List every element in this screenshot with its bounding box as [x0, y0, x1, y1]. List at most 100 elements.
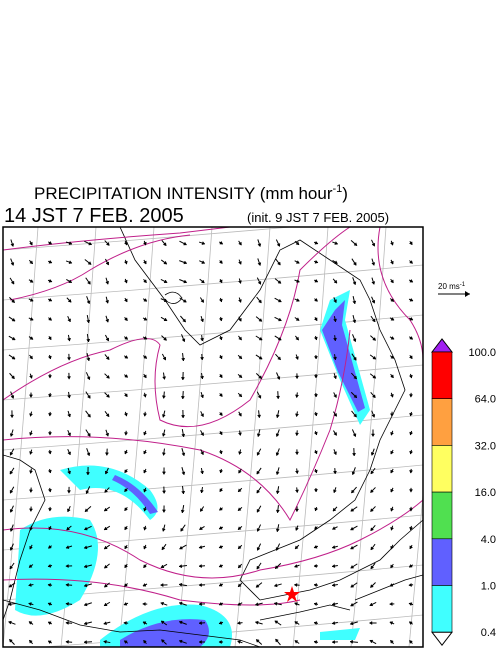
wind-scale: 20 ms-1	[438, 282, 470, 297]
wind-arrow-head	[372, 300, 375, 303]
wind-arrow-head	[296, 528, 299, 531]
wind-arrow-head	[314, 622, 317, 625]
wind-arrow-head	[390, 261, 393, 264]
wind-arrow-head	[68, 338, 71, 341]
wind-arrow-head	[332, 603, 335, 606]
wind-arrow-head	[410, 298, 413, 301]
wind-arrow-head	[294, 565, 297, 568]
wind-arrow-head	[258, 263, 261, 266]
wind-arrow-head	[87, 453, 90, 456]
wind-arrow-head	[371, 434, 374, 437]
wind-arrow-head	[315, 508, 318, 511]
wind-arrow-head	[332, 640, 335, 643]
wind-arrow-head	[29, 395, 32, 398]
wind-arrow-head	[372, 414, 375, 417]
wind-arrow-head	[199, 546, 202, 549]
wind-arrow-head	[276, 415, 279, 418]
wind-arrow-head	[201, 414, 204, 417]
wind-arrow-head	[162, 472, 165, 475]
wind-arrow-head	[295, 433, 298, 436]
wind-arrow-head	[335, 242, 338, 245]
colorbar-over	[432, 339, 452, 352]
wind-arrow-head	[314, 545, 317, 548]
wind-arrow-head	[181, 396, 184, 399]
wind-arrow-head	[29, 509, 32, 512]
time-label: 14 JST 7 FEB. 2005	[4, 205, 184, 227]
wind-arrow-head	[276, 547, 279, 550]
wind-arrow-head	[124, 280, 127, 283]
wind-arrow-head	[219, 564, 222, 567]
wind-arrow-head	[104, 622, 107, 625]
wind-arrow-head	[295, 414, 298, 417]
wind-arrow-head	[314, 451, 317, 454]
wind-scale-exponent: -1	[460, 282, 466, 288]
wind-arrow-head	[276, 434, 279, 437]
wind-arrow-head	[353, 339, 356, 342]
wind-arrow-head	[201, 395, 204, 398]
meridian	[293, 227, 328, 647]
wind-arrow-head	[181, 377, 184, 380]
colorbar-under	[432, 632, 452, 645]
wind-arrow-head	[49, 298, 52, 301]
wind-arrow-head	[390, 414, 393, 417]
wind-arrow-head	[202, 242, 205, 245]
wind-arrow-head	[332, 565, 335, 568]
wind-arrow-head	[144, 546, 147, 549]
wind-arrow-head	[106, 338, 109, 341]
wind-arrow-head	[219, 602, 222, 605]
colorbar-segment	[432, 399, 452, 446]
wind-arrow-head	[30, 471, 33, 474]
wind-arrow-head	[391, 451, 394, 454]
wind-arrow-head	[66, 621, 69, 624]
colorbar-label: 100.0	[468, 347, 496, 359]
wind-arrow-head	[391, 432, 394, 435]
wind-arrow-head	[10, 415, 13, 418]
wind-arrow-head	[390, 242, 393, 245]
wind-arrow-head	[238, 433, 241, 436]
wind-arrow-head	[30, 414, 33, 417]
wind-arrow-head	[390, 622, 393, 625]
wind-arrow-head	[124, 242, 127, 245]
wind-arrow-head	[48, 508, 51, 511]
wind-arrow-head	[295, 490, 298, 493]
wind-arrow-head	[410, 470, 413, 473]
wind-arrow-head	[68, 414, 71, 417]
wind-arrow-head	[334, 452, 337, 455]
wind-arrow-head	[276, 472, 279, 475]
wind-arrow-head	[184, 242, 187, 245]
wind-arrow-head	[66, 640, 69, 643]
colorbar-label: 64.0	[475, 394, 496, 406]
wind-arrow-head	[124, 432, 127, 435]
wind-arrow-head	[353, 453, 356, 456]
meridian	[235, 227, 270, 647]
wind-arrow-head	[350, 622, 353, 625]
wind-arrow-head	[277, 243, 280, 246]
wind-arrow-head	[124, 413, 127, 416]
wind-arrow-head	[278, 318, 281, 321]
wind-arrow-head	[87, 301, 90, 304]
colorbar-label: 0.4	[481, 627, 496, 639]
wind-arrow-head	[29, 375, 32, 378]
wind-arrow-head	[276, 510, 279, 513]
wind-arrow-head	[277, 396, 280, 399]
wind-arrow-head	[276, 529, 279, 532]
wind-arrow-head	[295, 509, 298, 512]
wind-arrow-head	[314, 413, 317, 416]
wind-arrow-head	[106, 262, 109, 265]
wind-arrow-head	[315, 279, 318, 282]
wind-arrow-head	[257, 452, 260, 455]
wind-arrow-head	[68, 395, 71, 398]
wind-arrow-head	[369, 621, 372, 624]
wind-arrow-head	[87, 358, 90, 361]
wind-arrow-head	[184, 280, 187, 283]
wind-arrow-head	[239, 300, 242, 303]
wind-arrow-head	[163, 357, 166, 360]
wind-arrow-head	[296, 357, 299, 360]
wind-arrow-head	[182, 491, 185, 494]
wind-arrow-head	[184, 261, 187, 264]
wind-arrow-head	[30, 432, 33, 435]
wind-arrow-head	[179, 583, 182, 586]
wind-arrow-head	[296, 280, 299, 283]
wind-arrow-head	[143, 602, 146, 605]
wind-arrow-head	[314, 470, 317, 473]
